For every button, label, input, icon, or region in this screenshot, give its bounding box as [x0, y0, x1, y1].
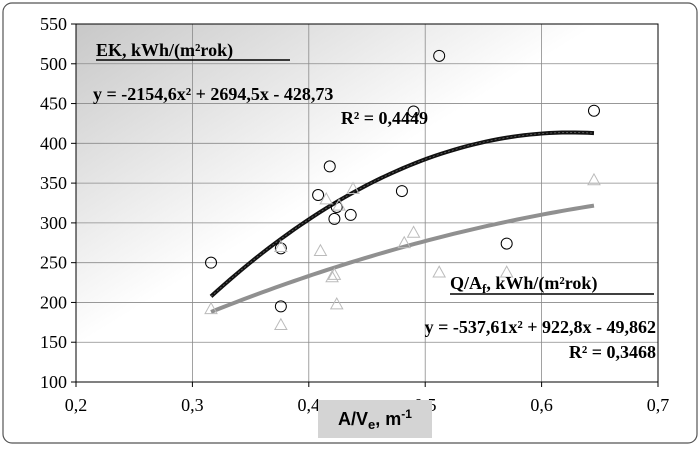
y-tick-label: 100	[40, 372, 67, 392]
x-tick-label: 0,2	[65, 395, 88, 415]
x-axis-label: A/Ve, m-1	[338, 407, 412, 432]
x-tick-label: 0,4	[298, 395, 321, 415]
y-tick-label: 150	[40, 332, 67, 352]
x-axis-title: A/Ve, m-1	[318, 400, 432, 438]
x-tick-label: 0,3	[181, 395, 204, 415]
y-tick-label: 550	[40, 14, 67, 34]
y-tick-label: 200	[40, 292, 67, 312]
y-tick-label: 250	[40, 253, 67, 273]
y-tick-label: 350	[40, 173, 67, 193]
y-tick-label: 300	[40, 213, 67, 233]
series1-equation: y = -2154,6x² + 2694,5x - 428,73	[93, 84, 333, 104]
y-tick-label: 400	[40, 133, 67, 153]
y-tick-label: 500	[40, 54, 67, 74]
series1-r2: R² = 0,4449	[341, 108, 428, 128]
series2-r2: R² = 0,3468	[569, 342, 656, 362]
y-tick-label: 450	[40, 94, 67, 114]
series2-equation: y = -537,61x² + 922,8x - 49,862	[425, 317, 656, 337]
series2-name-label: Q/Af, kWh/(m²rok)	[450, 273, 597, 296]
x-tick-label: 0,6	[530, 395, 553, 415]
series1-name-label: EK, kWh/(m²rok)	[96, 40, 233, 61]
x-tick-label: 0,7	[647, 395, 670, 415]
